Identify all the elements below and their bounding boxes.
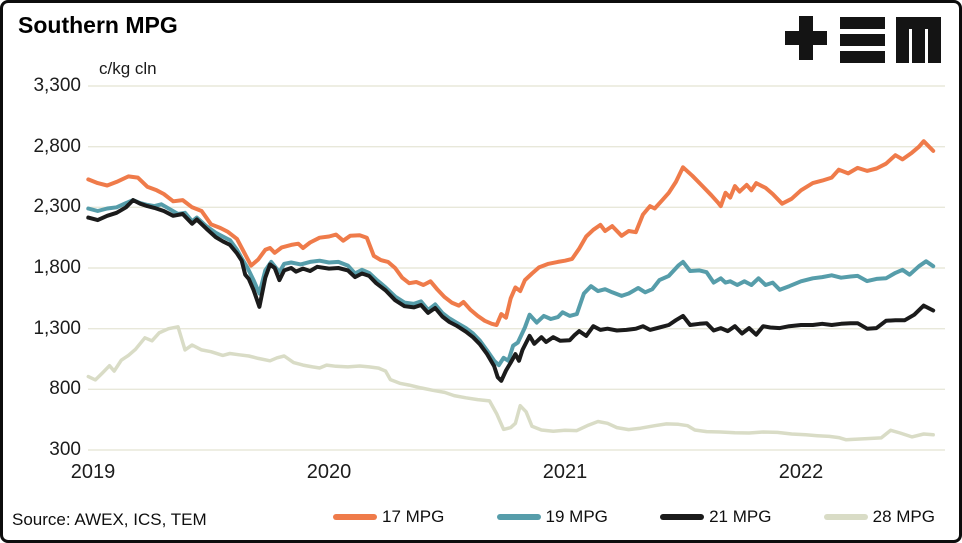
y-axis-unit-label: c/kg cln (99, 59, 157, 78)
x-tick-label: 2022 (778, 461, 824, 483)
legend-item-28-mpg: 28 MPG (823, 507, 935, 527)
logo-m-left-leg (896, 17, 909, 63)
series-line-21-mpg (86, 198, 936, 383)
y-tick-label: 800 (49, 378, 81, 400)
legend-item-21-mpg: 21 MPG (660, 507, 771, 527)
y-tick-label: 1,800 (33, 257, 81, 278)
series-line-17-mpg (86, 139, 936, 327)
y-tick-label: 1,300 (33, 317, 81, 339)
y-tick-label: 2,300 (33, 196, 81, 218)
y-tick-label: 3,300 (33, 75, 81, 96)
x-tick-label: 2020 (306, 461, 352, 483)
y-tick-label: 2,800 (33, 135, 81, 157)
legend-label: 21 MPG (709, 507, 772, 526)
legend-swatch (660, 514, 705, 520)
logo-m-right-leg (928, 17, 941, 63)
page-title: Southern MPG (18, 12, 178, 38)
legend-swatch (496, 514, 541, 520)
legend-item-19-mpg: 19 MPG (496, 507, 608, 527)
logo-plus-horizontal (785, 31, 827, 45)
tem-logo (785, 16, 941, 63)
legend-swatch (823, 514, 868, 520)
logo-xi-bar-top (840, 17, 885, 29)
legend-swatch (333, 514, 377, 520)
logo-xi-bar-middle (840, 34, 885, 46)
x-tick-label: 2021 (542, 461, 588, 483)
legend: 17 MPG 19 MPG 21 MPG 28 MPG (333, 507, 935, 527)
logo-xi-bar-bottom (840, 51, 885, 63)
legend-label: 28 MPG (872, 507, 935, 526)
legend-item-17-mpg: 17 MPG (333, 507, 444, 527)
logo-m-middle-leg (912, 17, 925, 63)
series-line-28-mpg (86, 325, 935, 442)
y-tick-label: 300 (49, 439, 81, 460)
x-tick-label: 2019 (70, 461, 116, 483)
source-note: Source: AWEX, ICS, TEM (12, 510, 207, 529)
legend-label: 17 MPG (382, 507, 445, 526)
chart-canvas (86, 85, 945, 451)
series-line-19-mpg (86, 198, 936, 368)
legend-label: 19 MPG (545, 507, 608, 526)
